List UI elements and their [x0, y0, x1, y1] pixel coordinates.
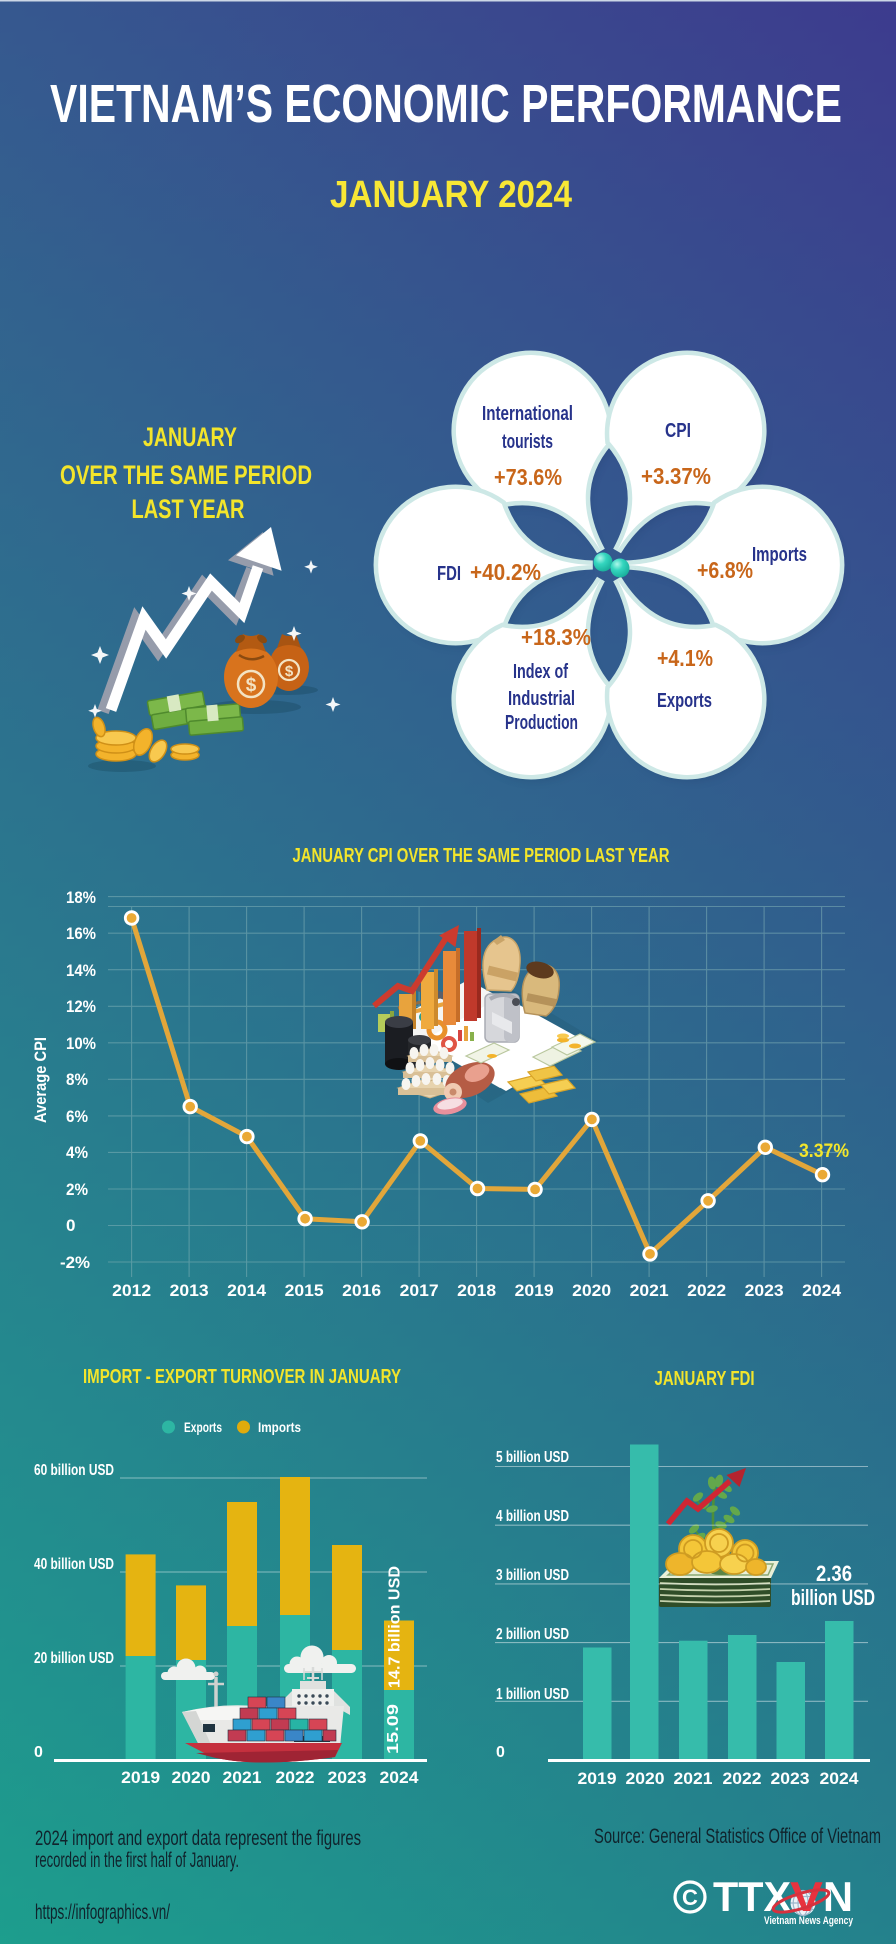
- svg-text:2022: 2022: [687, 1281, 726, 1300]
- svg-text:14.7 billion USD: 14.7 billion USD: [387, 1566, 404, 1688]
- svg-text:2019: 2019: [578, 1769, 617, 1788]
- svg-text:+73.6%: +73.6%: [494, 464, 562, 490]
- svg-text:2021: 2021: [630, 1281, 669, 1300]
- svg-text:2022: 2022: [723, 1769, 762, 1788]
- svg-text:2024: 2024: [820, 1769, 860, 1788]
- svg-text:2020: 2020: [572, 1281, 611, 1300]
- svg-text:10%: 10%: [66, 1034, 96, 1053]
- svg-text:20 billion USD: 20 billion USD: [34, 1650, 114, 1667]
- svg-text:recorded in the first half of: recorded in the first half of January.: [35, 1849, 239, 1872]
- svg-text:2 billion USD: 2 billion USD: [496, 1626, 569, 1643]
- svg-text:2019: 2019: [515, 1281, 554, 1300]
- svg-text:2024: 2024: [802, 1281, 842, 1300]
- svg-text:Exports: Exports: [657, 689, 712, 712]
- svg-text:+40.2%: +40.2%: [470, 559, 541, 585]
- svg-text:2020: 2020: [172, 1768, 211, 1787]
- svg-text:15.09: 15.09: [385, 1704, 402, 1754]
- svg-text:2013: 2013: [170, 1281, 209, 1300]
- svg-text:-2%: -2%: [60, 1253, 90, 1272]
- svg-text:JANUARY: JANUARY: [143, 422, 237, 452]
- svg-text:2019: 2019: [121, 1768, 160, 1787]
- svg-text:V: V: [790, 1873, 823, 1920]
- svg-text:4%: 4%: [66, 1143, 88, 1162]
- svg-text:4 billion USD: 4 billion USD: [496, 1508, 569, 1525]
- svg-text:Imports: Imports: [752, 543, 807, 566]
- svg-text:2018: 2018: [457, 1281, 496, 1300]
- svg-text:6%: 6%: [66, 1107, 88, 1126]
- svg-text:2017: 2017: [400, 1281, 439, 1300]
- svg-text:16%: 16%: [66, 924, 96, 943]
- svg-text:2020: 2020: [626, 1769, 665, 1788]
- svg-text:3 billion USD: 3 billion USD: [496, 1567, 569, 1584]
- svg-text:2023: 2023: [745, 1281, 784, 1300]
- svg-text:2015: 2015: [285, 1281, 324, 1300]
- svg-text:+3.37%: +3.37%: [641, 463, 711, 489]
- svg-text:2023: 2023: [771, 1769, 810, 1788]
- svg-text:2016: 2016: [342, 1281, 381, 1300]
- svg-text:2023: 2023: [328, 1768, 367, 1787]
- svg-text:$: $: [285, 663, 294, 680]
- svg-text:FDI: FDI: [437, 562, 461, 585]
- svg-text:Source: General Statistics Off: Source: General Statistics Office of Vie…: [594, 1825, 881, 1848]
- svg-text:Average CPI: Average CPI: [31, 1037, 50, 1123]
- svg-text:Production: Production: [505, 711, 578, 734]
- svg-text:1 billion USD: 1 billion USD: [496, 1686, 569, 1703]
- svg-text:2024 import and export data re: 2024 import and export data represent th…: [35, 1827, 361, 1850]
- svg-text:40 billion USD: 40 billion USD: [34, 1556, 114, 1573]
- svg-text:5 billion USD: 5 billion USD: [496, 1449, 569, 1466]
- svg-text:International: International: [482, 402, 573, 425]
- svg-text:2.36: 2.36: [816, 1561, 852, 1586]
- svg-text:2014: 2014: [227, 1281, 267, 1300]
- svg-text:JANUARY FDI: JANUARY FDI: [655, 1368, 755, 1390]
- svg-text:0: 0: [66, 1216, 75, 1235]
- svg-text:+18.3%: +18.3%: [521, 624, 591, 650]
- svg-text:Exports: Exports: [184, 1419, 222, 1435]
- svg-text:+6.8%: +6.8%: [697, 557, 753, 583]
- svg-text:2024: 2024: [380, 1768, 420, 1787]
- svg-text:IMPORT - EXPORT TURNOVER IN JA: IMPORT - EXPORT TURNOVER IN JANUARY: [83, 1366, 401, 1388]
- svg-text:VIETNAM’S ECONOMIC PERFORMANCE: VIETNAM’S ECONOMIC PERFORMANCE: [50, 74, 842, 134]
- svg-text:14%: 14%: [66, 961, 96, 980]
- svg-text:Industrial: Industrial: [508, 687, 575, 710]
- svg-text:Imports: Imports: [258, 1419, 301, 1435]
- svg-text:tourists: tourists: [502, 430, 553, 453]
- svg-text:billion USD: billion USD: [791, 1585, 875, 1610]
- svg-text:2021: 2021: [674, 1769, 713, 1788]
- svg-text:JANUARY 2024: JANUARY 2024: [330, 174, 572, 216]
- svg-text:0: 0: [496, 1744, 505, 1761]
- svg-text:LAST YEAR: LAST YEAR: [132, 494, 245, 524]
- svg-text:OVER THE SAME PERIOD: OVER THE SAME PERIOD: [60, 460, 312, 490]
- svg-text:C: C: [682, 1885, 698, 1910]
- svg-text:+4.1%: +4.1%: [657, 645, 713, 671]
- svg-text:2022: 2022: [276, 1768, 315, 1787]
- svg-text:12%: 12%: [66, 997, 96, 1016]
- svg-text:2021: 2021: [223, 1768, 262, 1787]
- svg-text:2%: 2%: [66, 1180, 88, 1199]
- svg-text:https://infographics.vn/: https://infographics.vn/: [35, 1901, 170, 1924]
- svg-text:JANUARY CPI OVER THE SAME PERI: JANUARY CPI OVER THE SAME PERIOD LAST YE…: [293, 845, 670, 867]
- svg-text:$: $: [246, 675, 257, 696]
- svg-text:CPI: CPI: [665, 419, 691, 442]
- svg-text:8%: 8%: [66, 1070, 88, 1089]
- svg-text:Vietnam News Agency: Vietnam News Agency: [764, 1915, 854, 1927]
- svg-text:60 billion USD: 60 billion USD: [34, 1462, 114, 1479]
- svg-text:0: 0: [34, 1744, 43, 1761]
- svg-text:3.37%: 3.37%: [799, 1141, 849, 1162]
- svg-text:18%: 18%: [66, 888, 96, 907]
- svg-text:Index of: Index of: [513, 660, 568, 683]
- svg-text:2012: 2012: [112, 1281, 151, 1300]
